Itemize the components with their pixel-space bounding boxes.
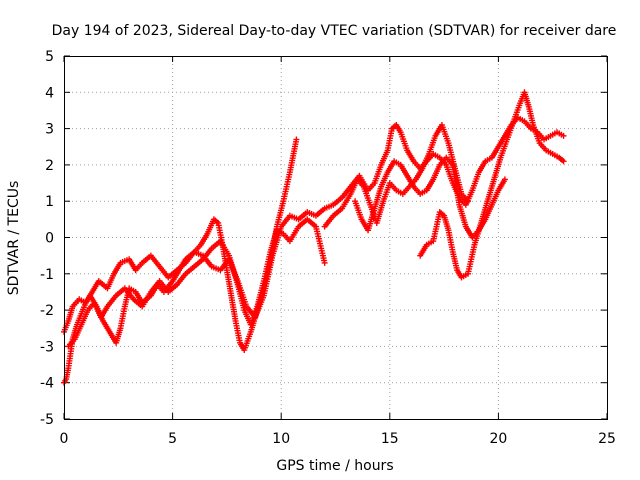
x-tick-label: 15 [381, 431, 399, 447]
x-tick-label: 5 [168, 431, 177, 447]
y-tick-label: -3 [40, 339, 54, 355]
x-tick-label: 20 [489, 431, 507, 447]
y-tick-label: 0 [45, 231, 54, 247]
data-point [560, 132, 567, 139]
x-tick-label: 25 [598, 431, 616, 447]
data-points [61, 89, 567, 386]
y-tick-label: -5 [40, 412, 54, 428]
data-point [501, 176, 508, 183]
data-point [321, 259, 328, 266]
x-axis-label: GPS time / hours [276, 458, 393, 474]
y-tick-label: -1 [40, 267, 54, 283]
grid [64, 56, 607, 419]
x-tick-label: 0 [60, 431, 69, 447]
data-point [464, 198, 471, 205]
axis-ticks: 0 5 10 15 20 25 -5 -4 -3 -2 -1 0 1 2 3 4 5 [40, 49, 616, 447]
y-tick-label: 5 [45, 49, 54, 65]
plot-frame [64, 56, 608, 420]
y-tick-label: 2 [45, 158, 54, 174]
y-tick-label: 4 [45, 85, 54, 101]
y-tick-label: -2 [40, 303, 54, 319]
y-axis-label: SDTVAR / TECUs [6, 181, 22, 296]
data-point [560, 158, 567, 165]
chart-title: Day 194 of 2023, Sidereal Day-to-day VTE… [52, 23, 617, 39]
y-tick-label: 1 [45, 194, 54, 210]
y-tick-label: -4 [40, 376, 54, 392]
x-tick-label: 10 [272, 431, 290, 447]
data-point [293, 136, 300, 143]
y-tick-label: 3 [45, 122, 54, 138]
